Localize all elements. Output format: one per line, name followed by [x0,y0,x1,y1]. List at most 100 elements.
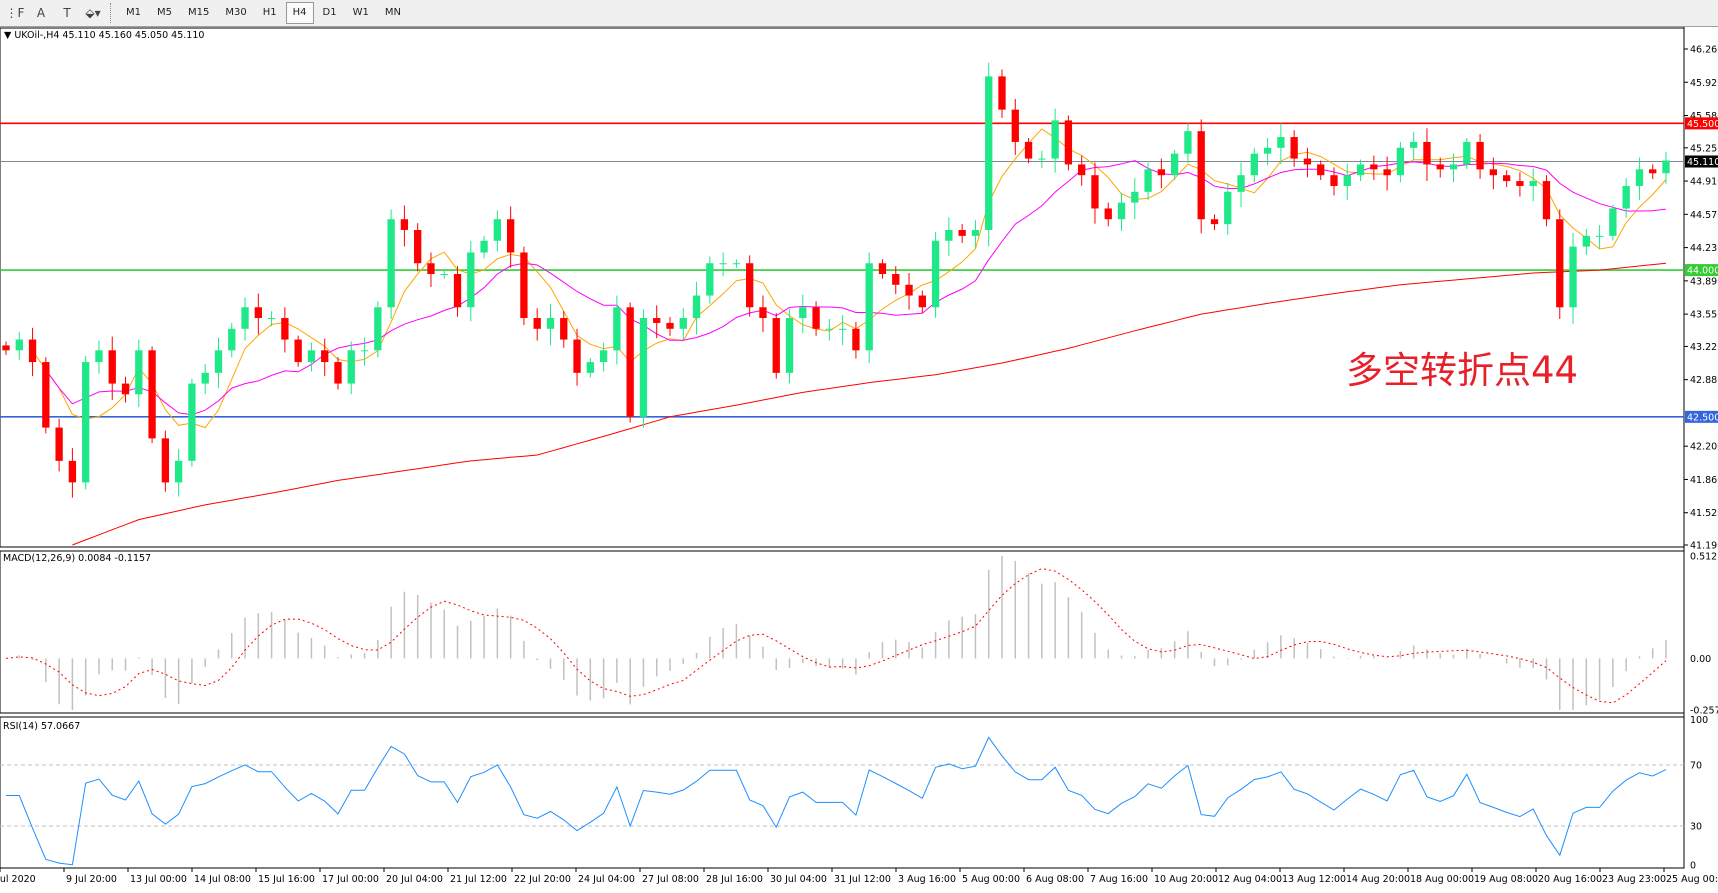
candle [692,281,701,335]
timeframe-h1-button[interactable]: H1 [262,7,277,18]
text-label-tool-icon[interactable]: T [63,6,71,20]
macd-axis-label: 0.00 [1690,654,1711,665]
rsi-axis-label: 100 [1690,715,1708,726]
candle-body [759,307,767,319]
candle [1224,183,1232,235]
candle [560,311,568,348]
candle-body [772,318,780,373]
candle [825,319,834,341]
candle [228,322,236,358]
candle [1277,123,1285,165]
candle [865,252,873,364]
candle-body [985,76,993,230]
candle-body [360,350,369,352]
candle [281,307,289,353]
time-axis-label: 13 Jul 00:00 [130,874,187,885]
price-axis-label: 45.580 [1690,111,1718,122]
price-axis-label: 45.250 [1690,143,1718,154]
candle-body [414,229,422,264]
candle [945,217,953,257]
price-axis-label: 44.570 [1690,210,1718,221]
candle [307,342,316,372]
time-axis-label: 5 Aug 00:00 [962,874,1020,885]
price-axis-label: 43.550 [1690,310,1718,321]
candle-body [1383,169,1391,176]
candle-body [825,328,834,330]
arrows-tool-icon[interactable]: ⬙▾ [85,6,101,20]
timeframe-m5-button[interactable]: M5 [157,7,172,18]
candle-body [334,362,342,384]
candle-body [1170,153,1179,176]
candle [918,290,926,314]
candle [1011,98,1019,155]
candle-body [892,274,900,285]
timeframe-mn-button[interactable]: MN [384,7,401,18]
candle [28,327,37,377]
candle [1410,132,1418,160]
level-price-label: 42.500 [1687,412,1718,423]
candle [82,356,90,490]
candle-body [1277,137,1285,148]
candle [613,295,621,365]
candle-body [15,339,23,351]
chart-area[interactable]: 46.260 45.920 45.580 45.250 44.910 44.570 44.2… [0,27,1718,893]
price-axis-label: 46.260 [1690,45,1718,56]
candle [1635,157,1644,201]
candle-body [1117,202,1126,220]
rsi-axis-label: 30 [1690,822,1702,833]
candle [1131,178,1139,220]
candle [1436,157,1444,178]
timeframe-m15-button[interactable]: M15 [188,7,210,18]
collapse-icon[interactable]: ▼ [4,30,15,41]
candle-body [945,229,953,241]
chart-header: ▼ UKOil-,H4 45.110 45.160 45.050 45.110 [4,30,204,41]
time-axis-label: 12 Aug 04:00 [1218,874,1282,885]
candle-body [68,460,77,483]
price-axis-label: 44.230 [1690,243,1718,254]
timeframe-m30-button[interactable]: M30 [225,7,247,18]
candle [852,321,860,359]
candle-body [852,328,860,351]
candle [812,301,820,336]
candle [719,252,727,277]
time-axis-label: 27 Jul 08:00 [642,874,699,885]
candle [785,309,794,384]
candle [148,346,156,444]
candle-body [1290,137,1298,159]
time-axis-label: 15 Jul 16:00 [258,874,315,885]
candle-body [1609,208,1617,236]
candle [1091,162,1099,224]
time-axis-label: 14 Jul 08:00 [194,874,251,885]
candle [400,205,409,247]
text-tool-icon[interactable]: A [36,6,46,20]
timeframe-d1-button[interactable]: D1 [322,7,337,18]
timeframe-h4-button[interactable]: H4 [285,2,314,24]
price-axis-label: 41.520 [1690,508,1718,519]
candle [241,297,249,341]
candle [1237,162,1245,208]
candle-body [706,263,714,296]
rsi-line [6,736,1667,866]
candle [1250,147,1258,183]
candle-body [546,318,555,329]
candle [931,231,940,318]
price-axis-label: 45.920 [1690,78,1718,89]
candle [1370,155,1378,180]
candle [1396,141,1405,183]
timeframe-m1-button[interactable]: M1 [126,7,141,18]
candle [360,337,369,366]
candle-body [1622,185,1630,209]
candle [1051,108,1059,173]
timeframe-w1-button[interactable]: W1 [352,7,369,18]
candle-body [812,307,820,329]
candle [1356,159,1365,182]
price-axis-label: 44.910 [1690,177,1718,188]
candle-body [440,274,448,276]
candle-body [135,350,143,395]
time-axis-label: 14 Aug 20:00 [1346,874,1410,885]
fibonacci-fan-tool-icon[interactable]: ⋮F [5,6,25,20]
rsi-header: RSI(14) 57.0667 [3,721,81,732]
candle [1529,168,1537,202]
time-axis-label: 24 Jul 04:00 [578,874,635,885]
candle [294,335,302,367]
